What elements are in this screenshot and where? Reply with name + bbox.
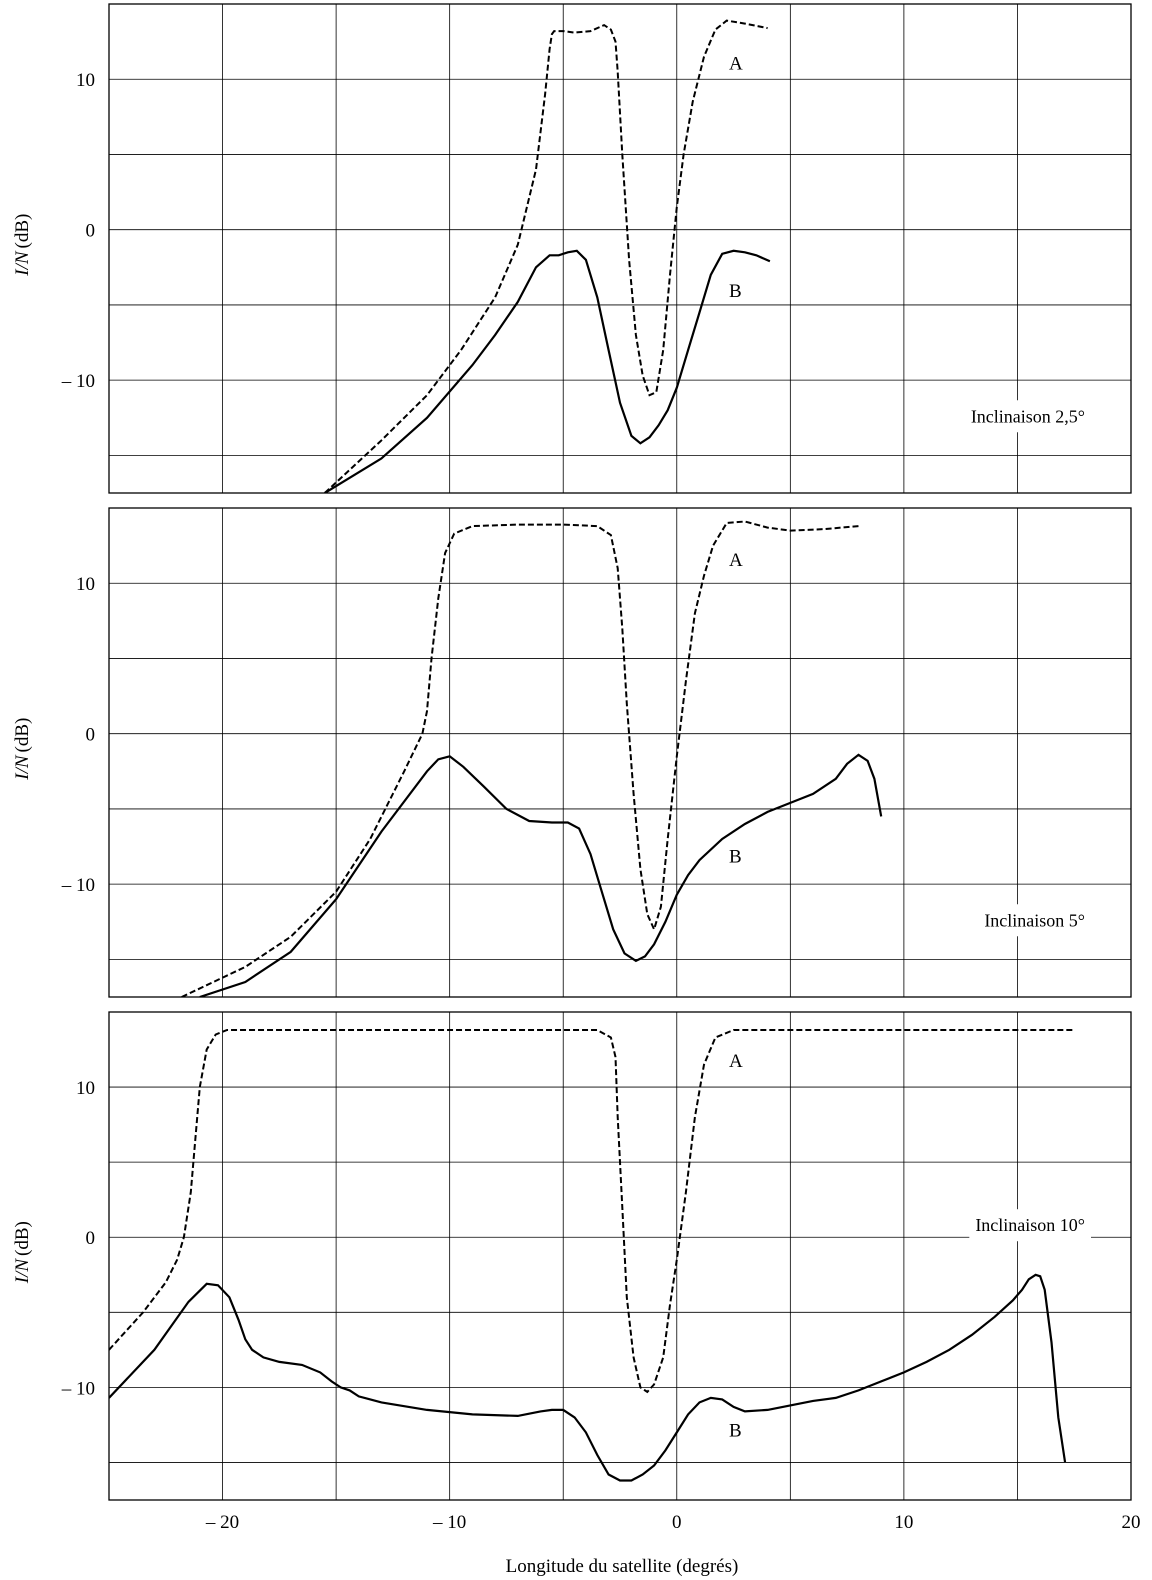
series-a-line (324, 19, 768, 493)
annotation-background (978, 904, 1091, 937)
y-tick-label: 0 (86, 725, 96, 746)
plot-frame (108, 507, 1132, 998)
curve-label-b: B (729, 1420, 742, 1441)
inclination-annotation: Inclinaison 10° (975, 1215, 1085, 1235)
x-tick-label: 20 (1122, 1512, 1141, 1533)
x-axis-label: Longitude du satellite (degrés) (506, 1556, 739, 1577)
plot-frame (108, 1011, 1132, 1501)
y-tick-label: – 10 (61, 1378, 95, 1399)
y-axis-label-quantity: I/N (12, 754, 33, 781)
series-b-line (199, 753, 883, 997)
y-axis-label-unit: (dB) (12, 718, 33, 753)
curve-label-b: B (729, 847, 742, 868)
chart-panel-2: A B Inclinaison 5° 10 0 – 10 I/N(dB) (12, 507, 1132, 998)
curve-label-a: A (729, 54, 743, 75)
y-tick-label: 10 (76, 1078, 95, 1099)
inclination-annotation: Inclinaison 5° (984, 910, 1085, 930)
y-tick-label: 0 (86, 1228, 96, 1249)
chart-panel-1: A B Inclinaison 2,5° 10 0 – 10 I/N(dB) (12, 3, 1132, 494)
x-tick-label: 10 (894, 1512, 913, 1533)
annotation-background (964, 400, 1091, 433)
y-axis-label: I/N(dB) (12, 214, 33, 277)
y-axis-label: I/N(dB) (12, 718, 33, 781)
x-axis: – 20 – 10 0 10 20 (205, 1512, 1141, 1533)
y-tick-label: – 10 (61, 875, 95, 896)
curves (181, 520, 883, 997)
grid (109, 1012, 1131, 1500)
y-tick-label: 10 (76, 574, 95, 595)
curves (324, 19, 771, 493)
series-a-line (109, 1029, 1075, 1394)
y-axis-label: I/N(dB) (12, 1221, 33, 1284)
grid (109, 4, 1131, 493)
plot-frame (108, 3, 1132, 494)
y-tick-label: 10 (76, 70, 95, 91)
y-axis-label-quantity: I/N (12, 250, 33, 277)
grid (109, 508, 1131, 997)
x-tick-label: – 10 (432, 1512, 466, 1533)
inclination-annotation: Inclinaison 2,5° (971, 406, 1085, 426)
series-b-line (109, 1273, 1067, 1482)
x-tick-label: 0 (672, 1512, 682, 1533)
y-axis-label-quantity: I/N (12, 1258, 33, 1285)
series-a-line (181, 520, 859, 997)
series-b-line (324, 249, 771, 493)
y-axis-label-unit: (dB) (12, 1221, 33, 1256)
curve-label-a: A (729, 550, 743, 571)
annotation-background (969, 1209, 1091, 1242)
curves (109, 1029, 1075, 1482)
y-axis-label-unit: (dB) (12, 214, 33, 249)
curve-label-a: A (729, 1051, 743, 1072)
y-tick-label: – 10 (61, 371, 95, 392)
chart-panel-3: A B Inclinaison 10° 10 0 – 10 I/N(dB) (12, 1011, 1132, 1501)
y-tick-label: 0 (86, 221, 96, 242)
curve-label-b: B (729, 281, 742, 302)
x-tick-label: – 20 (205, 1512, 239, 1533)
